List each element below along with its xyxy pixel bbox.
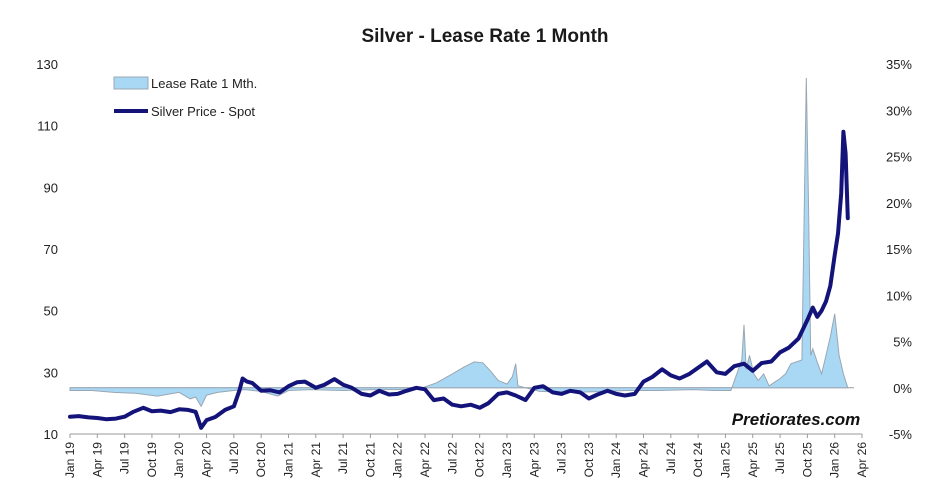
x-tick-label: Jul 23 — [555, 442, 569, 474]
y-right-tick-label: 0% — [893, 381, 912, 396]
y-left-tick-label: 50 — [44, 304, 58, 319]
legend: Lease Rate 1 Mth. Silver Price - Spot — [113, 76, 257, 119]
y-right-axis: -5% 0% 5% 10% 15% 20% 25% 30% 35% — [886, 57, 912, 442]
x-tick-label: Jul 25 — [773, 442, 787, 474]
y-right-tick-label: 35% — [886, 57, 912, 72]
legend-label-silver-price: Silver Price - Spot — [151, 104, 255, 119]
x-tick-label: Jul 21 — [336, 442, 350, 474]
y-right-tick-label: 15% — [886, 242, 912, 257]
y-left-axis: 10 30 50 70 90 110 130 — [36, 57, 58, 442]
x-tick-label: Jan 20 — [172, 442, 186, 478]
y-right-tick-label: 20% — [886, 196, 912, 211]
y-right-tick-label: -5% — [889, 427, 913, 442]
y-left-tick-label: 70 — [44, 242, 58, 257]
watermark: Pretiorates.com — [732, 410, 861, 429]
x-tick-label: Oct 20 — [254, 442, 268, 478]
chart-title: Silver - Lease Rate 1 Month — [361, 26, 608, 47]
x-tick-label: Jan 25 — [718, 442, 732, 478]
x-tick-label: Jan 23 — [500, 442, 514, 478]
x-tick-label: Jan 19 — [63, 442, 77, 478]
y-right-tick-label: 5% — [893, 335, 912, 350]
lease-rate-area — [69, 77, 849, 408]
x-tick-label: Jul 20 — [227, 442, 241, 474]
x-tick-label: Apr 20 — [200, 442, 214, 478]
x-tick-label: Jan 21 — [281, 442, 295, 478]
x-tick-label: Oct 25 — [800, 442, 814, 478]
x-tick-label: Apr 19 — [90, 442, 104, 478]
y-left-tick-label: 10 — [44, 427, 58, 442]
y-right-tick-label: 25% — [886, 150, 912, 165]
x-tick-label: Apr 23 — [527, 442, 541, 478]
y-right-tick-label: 30% — [886, 103, 912, 118]
legend-label-lease-rate: Lease Rate 1 Mth. — [151, 76, 257, 91]
x-tick-label: Jan 22 — [391, 442, 405, 478]
x-tick-label: Oct 21 — [363, 442, 377, 478]
x-tick-label: Apr 21 — [309, 442, 323, 478]
x-tick-label: Oct 24 — [691, 442, 705, 478]
x-axis: Jan 19 Apr 19 Jul 19 Oct 19 Jan 20 Apr 20 Jul … — [63, 434, 869, 478]
silver-price-line — [68, 129, 850, 430]
x-tick-label: Jul 19 — [118, 442, 132, 474]
x-tick-label: Jan 26 — [828, 442, 842, 478]
legend-swatch-lease-rate — [113, 76, 149, 90]
x-tick-label: Apr 25 — [746, 442, 760, 478]
x-tick-label: Oct 19 — [145, 442, 159, 478]
x-tick-label: Apr 22 — [418, 442, 432, 478]
x-tick-label: Jul 22 — [445, 442, 459, 474]
y-left-tick-label: 130 — [36, 57, 58, 72]
x-tick-label: Apr 26 — [855, 442, 869, 478]
y-left-tick-label: 30 — [44, 365, 58, 380]
x-tick-label: Apr 24 — [637, 442, 651, 478]
y-left-tick-label: 90 — [44, 180, 58, 195]
x-tick-label: Oct 23 — [582, 442, 596, 478]
x-tick-label: Oct 22 — [473, 442, 487, 478]
x-tick-label: Jan 24 — [609, 442, 623, 478]
x-tick-label: Jul 24 — [664, 442, 678, 474]
y-left-tick-label: 110 — [37, 119, 58, 134]
y-right-tick-label: 10% — [886, 288, 912, 303]
